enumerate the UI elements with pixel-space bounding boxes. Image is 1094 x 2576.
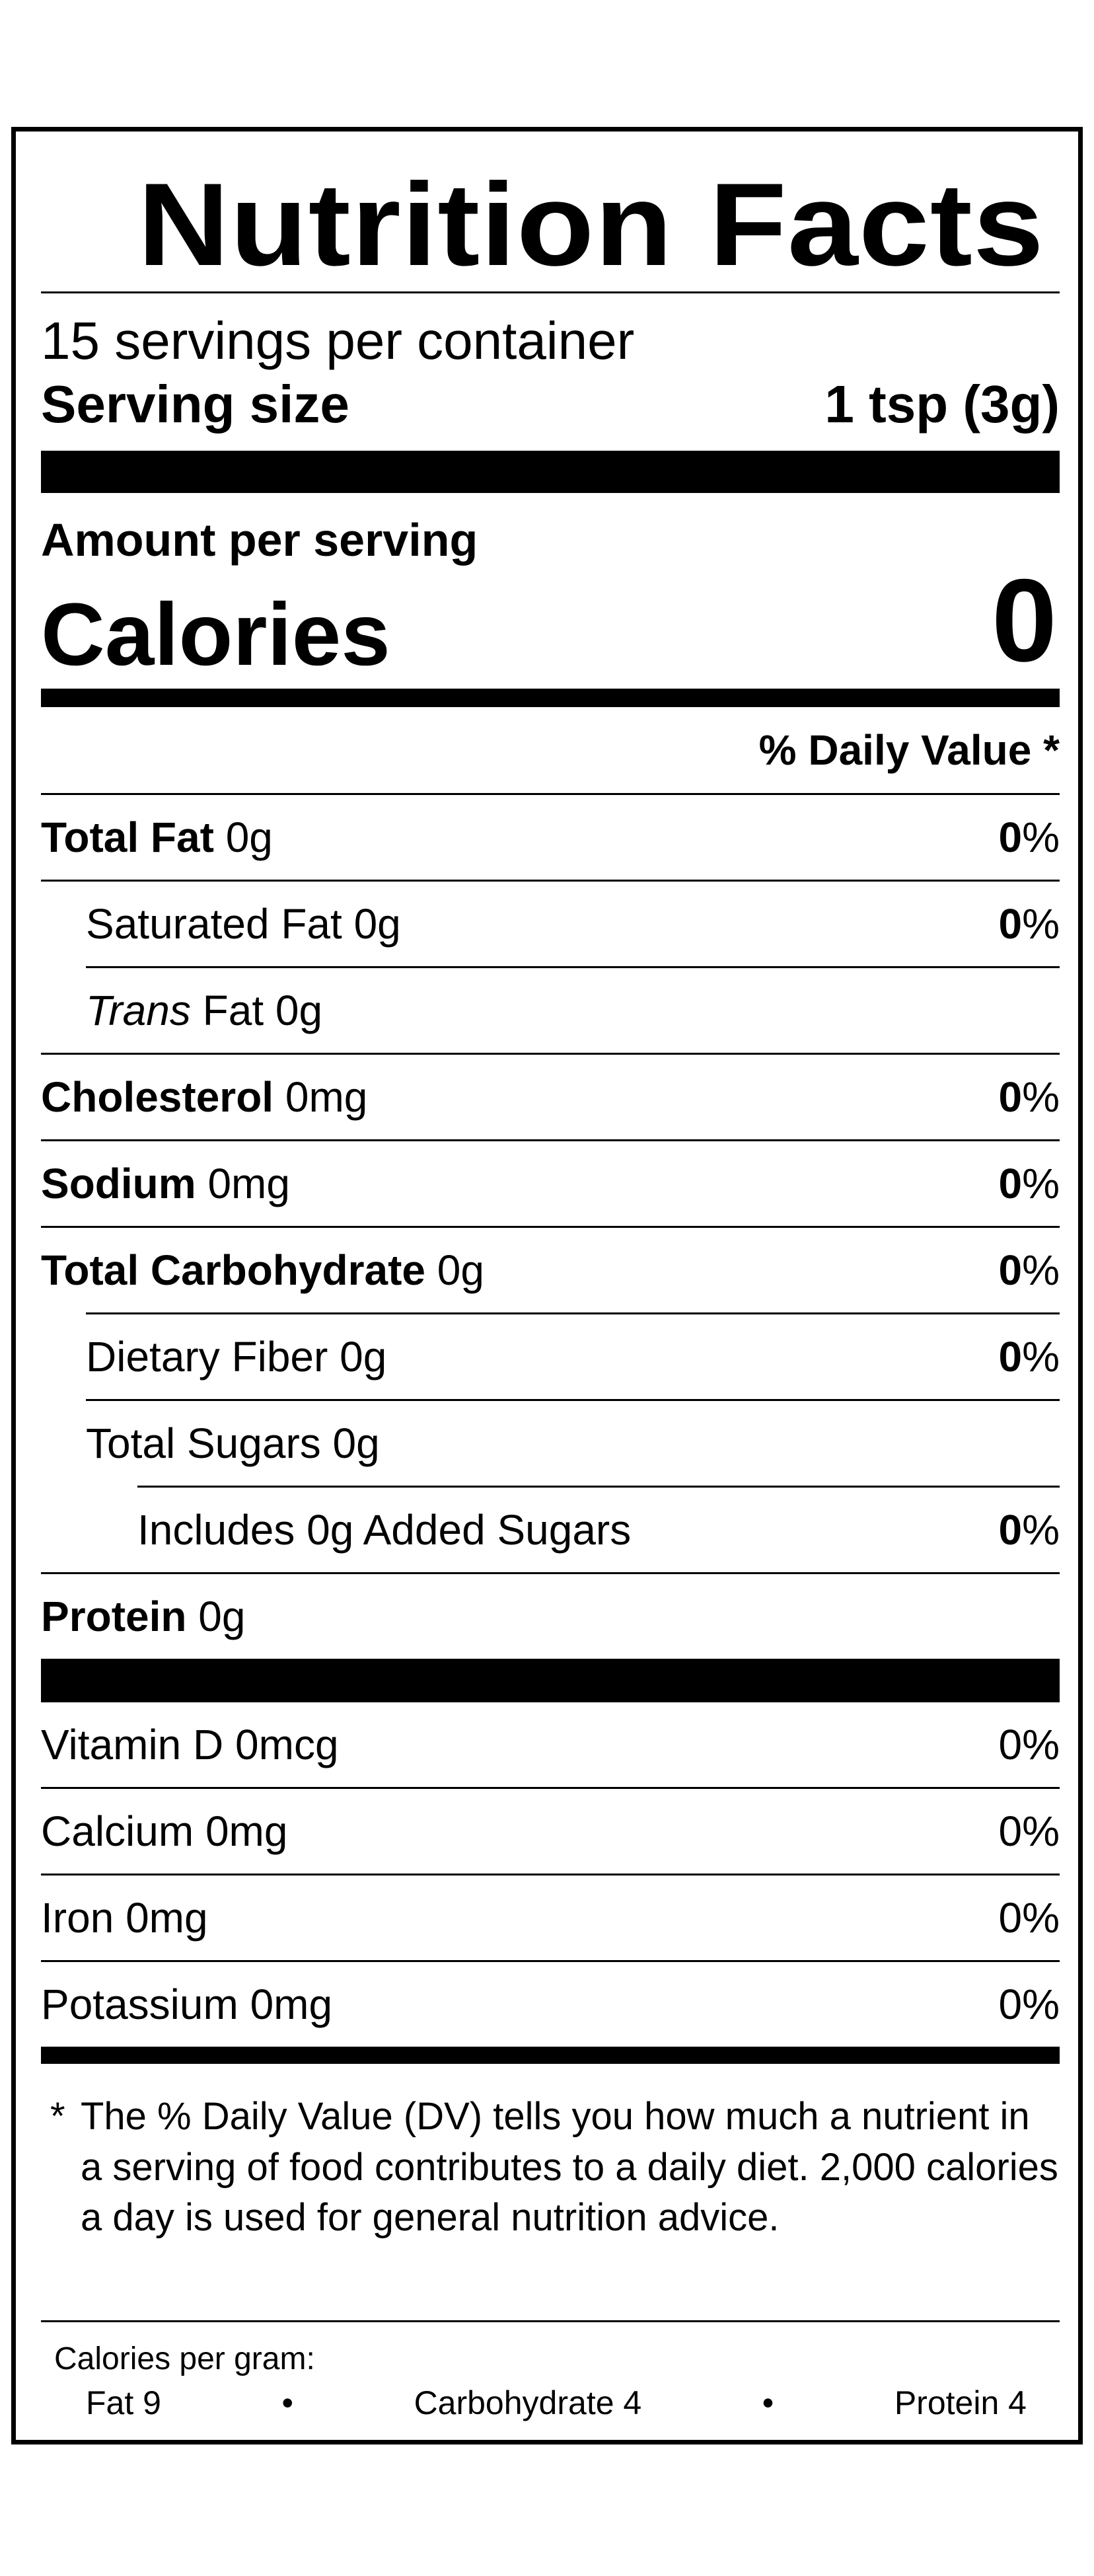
nutrient-row-sodium: Sodium 0mg 0% [41,1141,1060,1226]
nutrient-name: Dietary Fiber 0g [86,1333,387,1381]
divider-hairline [41,291,1060,293]
nutrient-row-total-sugars: Total Sugars 0g [41,1401,1060,1486]
nutrient-amount: 0g [198,1593,246,1640]
nutrient-name: Includes 0g Added Sugars [137,1506,632,1554]
vitamin-row-potassium: Potassium 0mg 0% [41,1962,1060,2047]
serving-size-value: 1 tsp (3g) [824,375,1060,434]
divider-hairline [137,1486,1060,1488]
vitamin-row-iron: Iron 0mg 0% [41,1875,1060,1960]
daily-value-header: % Daily Value * [41,707,1060,793]
daily-value-footnote: * The % Daily Value (DV) tells you how m… [41,2064,1060,2320]
nutrient-dv: 0 [998,1246,1023,1294]
vitamin-dv: 0% [998,1894,1060,1942]
nutrient-row-total-fat: Total Fat 0g 0% [41,795,1060,880]
divider-medium [41,2047,1060,2064]
divider-hairline [41,793,1060,795]
footnote-asterisk: * [50,2095,65,2138]
divider-hairline [41,1226,1060,1228]
divider-hairline [41,2320,1060,2322]
divider-hairline [41,1572,1060,1574]
divider-hairline [86,1312,1060,1314]
nutrient-dv: 0 [998,1333,1023,1381]
cpg-fat: Fat 9 [86,2384,161,2421]
percent-sign: % [1022,900,1060,948]
divider-hairline [41,880,1060,882]
nutrient-amount: 0mg [285,1073,368,1121]
serving-size-row: Serving size 1 tsp (3g) [41,371,1060,437]
divider-hairline [41,1139,1060,1141]
vitamin-name: Calcium 0mg [41,1807,288,1855]
nutrient-amount: 0g [437,1246,484,1294]
nutrient-name: Total Sugars 0g [86,1420,380,1467]
percent-sign: % [1022,1073,1060,1121]
nutrient-dv: 0 [998,1506,1023,1554]
calories-per-gram-row: Fat 9 • Carbohydrate 4 • Protein 4 [41,2384,1060,2422]
bullet-separator: • [762,2384,774,2421]
calories-per-gram-heading: Calories per gram: [54,2341,315,2376]
percent-sign: % [1022,1506,1060,1554]
vitamin-dv: 0% [998,1721,1060,1768]
divider-hairline [86,966,1060,968]
nutrient-name: Sodium [41,1160,196,1207]
nutrient-row-protein: Protein 0g [41,1574,1060,1659]
nutrient-row-dietary-fiber: Dietary Fiber 0g 0% [41,1314,1060,1399]
nutrient-row-trans-fat: Trans Fat 0g [41,968,1060,1053]
percent-sign: % [1022,1160,1060,1207]
nutrient-name: Protein [41,1593,187,1640]
servings-per-container: 15 servings per container [41,311,635,370]
nutrient-name-rest: Fat 0g [202,987,323,1034]
nutrient-amount: 0g [225,814,273,861]
nutrient-name: Saturated Fat 0g [86,900,401,948]
nutrient-row-added-sugars: Includes 0g Added Sugars 0% [41,1488,1060,1572]
vitamin-name: Vitamin D 0mcg [41,1721,339,1768]
calories-value: 0 [992,554,1057,686]
nutrient-name-italic: Trans [86,987,191,1034]
vitamin-row-calcium: Calcium 0mg 0% [41,1789,1060,1874]
vitamin-row-vitamin-d: Vitamin D 0mcg 0% [41,1702,1060,1787]
percent-sign: % [1022,1246,1060,1294]
divider-medium [41,689,1060,707]
percent-sign: % [1022,1333,1060,1381]
percent-sign: % [1022,814,1060,861]
divider-hairline [41,1960,1060,1962]
nutrient-name: Total Fat [41,814,214,861]
nutrient-name: Total Carbohydrate [41,1246,425,1294]
cpg-protein: Protein 4 [894,2384,1027,2421]
nutrient-name: Cholesterol [41,1073,274,1121]
calories-row: Calories 0 [41,562,1060,689]
nutrient-row-saturated-fat: Saturated Fat 0g 0% [41,882,1060,966]
calories-label: Calories [41,586,390,684]
nutrient-amount: 0mg [207,1160,290,1207]
bullet-separator: • [281,2384,294,2421]
nutrient-row-total-carbohydrate: Total Carbohydrate 0g 0% [41,1228,1060,1312]
label-title: Nutrition Facts [137,159,1044,290]
footnote-text: The % Daily Value (DV) tells you how muc… [81,2095,1058,2240]
divider-thick [41,451,1060,493]
cpg-carbohydrate: Carbohydrate 4 [414,2384,642,2421]
nutrient-dv: 0 [998,1160,1023,1207]
amount-per-serving: Amount per serving [41,514,478,566]
vitamin-name: Potassium 0mg [41,1981,333,2028]
vitamin-dv: 0% [998,1981,1060,2028]
nutrition-facts-label: Nutrition Facts 15 servings per containe… [11,127,1083,2444]
daily-value-header-text: % Daily Value * [758,726,1060,774]
divider-hairline [41,1874,1060,1875]
vitamin-dv: 0% [998,1807,1060,1855]
divider-hairline [41,1787,1060,1789]
vitamin-name: Iron 0mg [41,1894,208,1942]
divider-hairline [41,1053,1060,1055]
nutrient-dv: 0 [998,1073,1023,1121]
divider-hairline [86,1399,1060,1401]
divider-thick [41,1659,1060,1702]
nutrient-dv: 0 [998,814,1023,861]
nutrient-row-cholesterol: Cholesterol 0mg 0% [41,1055,1060,1139]
nutrient-dv: 0 [998,900,1023,948]
serving-size-label: Serving size [41,375,349,434]
